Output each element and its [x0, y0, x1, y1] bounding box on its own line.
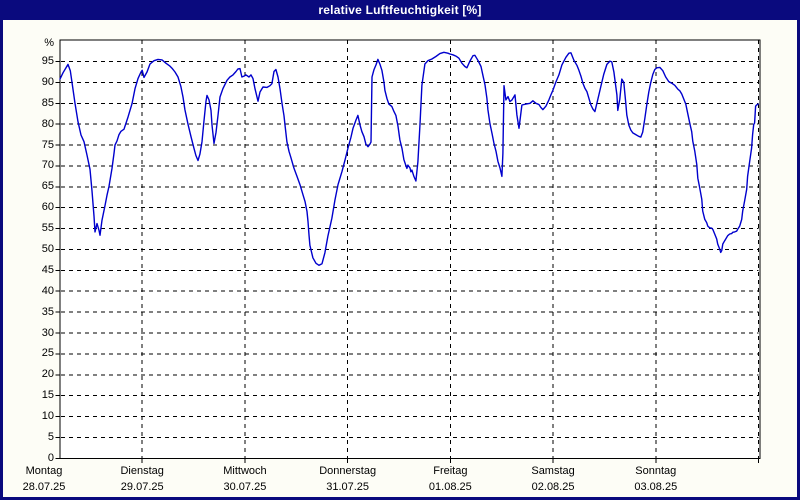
y-axis-tick-label: 0	[47, 451, 54, 464]
humidity-line	[59, 51, 759, 266]
x-axis-weekday-label: Donnerstag	[319, 465, 377, 477]
x-axis-weekday-label: Montag	[25, 465, 63, 477]
x-axis-weekday-label: Freitag	[433, 465, 468, 477]
y-axis-unit-label: %	[44, 37, 54, 49]
y-axis-tick-label: 15	[41, 389, 54, 402]
x-axis-weekday-label: Mittwoch	[223, 465, 267, 477]
y-axis-tick-label: 65	[41, 180, 54, 193]
y-axis-tick-label: 5	[47, 430, 54, 443]
window-border-bottom	[0, 497, 800, 500]
y-axis-tick-label: 80	[41, 117, 54, 130]
y-axis-tick-label: 90	[41, 75, 54, 88]
window-border-left	[0, 0, 3, 500]
y-axis-tick-label: 60	[41, 201, 54, 214]
y-axis-tick-label: 85	[41, 96, 54, 109]
x-axis-date-label: 30.07.25	[223, 481, 267, 493]
x-axis-date-label: 01.08.25	[428, 481, 472, 493]
window-border-right	[797, 0, 800, 500]
x-axis-date-label: 02.08.25	[531, 481, 575, 493]
y-axis-tick-label: 10	[41, 410, 54, 423]
x-axis-weekday-label: Samstag	[531, 465, 575, 477]
x-axis-date-label: 03.08.25	[634, 481, 678, 493]
y-axis-tick-label: 75	[41, 138, 54, 151]
x-axis-weekday-label: Sonntag	[635, 465, 677, 477]
y-axis-tick-label: 25	[41, 347, 54, 360]
y-axis-tick-label: 35	[41, 305, 54, 318]
window-titlebar[interactable]: relative Luftfeuchtigkeit [%]	[0, 0, 800, 20]
y-axis-tick-label: 55	[41, 222, 54, 235]
x-axis-weekday-label: Dienstag	[120, 465, 164, 477]
x-axis-date-label: 31.07.25	[326, 481, 370, 493]
x-axis-date-label: 28.07.25	[22, 481, 66, 493]
y-axis-tick-label: 20	[41, 368, 54, 381]
y-axis-tick-label: 70	[41, 159, 54, 172]
y-axis-tick-label: 40	[41, 284, 54, 297]
y-axis-tick-label: 30	[41, 326, 54, 339]
y-axis-tick-label: 50	[41, 242, 54, 255]
y-axis-tick-label: 45	[41, 263, 54, 276]
y-axis-tick-label: 95	[41, 55, 54, 68]
x-axis-date-label: 29.07.25	[120, 481, 164, 493]
window-title: relative Luftfeuchtigkeit [%]	[318, 3, 482, 17]
